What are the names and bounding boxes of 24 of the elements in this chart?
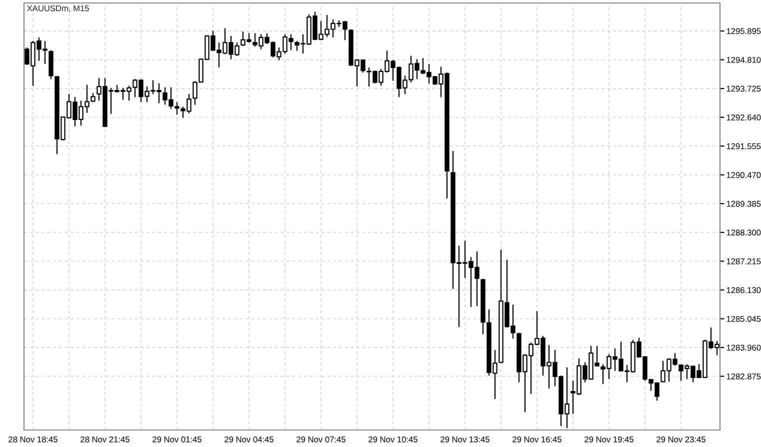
y-tick-label: 1290.470: [726, 172, 761, 178]
y-tick-label: 1292.640: [726, 114, 761, 120]
y-tick-label: 1288.300: [726, 230, 761, 236]
y-tick-label: 1286.130: [726, 287, 761, 294]
x-tick-label: 28 Nov 21:45: [80, 436, 130, 442]
y-tick-label: 1295.895: [726, 28, 761, 34]
x-tick-label: 29 Nov 13:45: [440, 436, 490, 442]
x-tick-label: 29 Nov 04:45: [224, 436, 274, 442]
y-tick-label: 1287.215: [726, 258, 761, 264]
y-tick-label: 1285.045: [726, 316, 761, 322]
x-tick-label: 29 Nov 23:45: [656, 436, 706, 442]
y-tick-label: 1283.960: [726, 344, 761, 351]
y-tick-label: 1294.810: [726, 56, 761, 63]
x-tick-label: 29 Nov 07:45: [296, 436, 346, 442]
y-tick-label: 1291.555: [726, 143, 761, 150]
x-tick-label: 29 Nov 01:45: [152, 436, 202, 442]
y-tick-label: 1289.385: [726, 200, 761, 207]
y-tick-label: 1282.875: [726, 373, 761, 380]
y-tick-label: 1293.725: [726, 86, 761, 92]
x-tick-label: 29 Nov 16:45: [512, 436, 562, 442]
x-tick-label: 29 Nov 19:45: [584, 436, 634, 442]
x-tick-label: 29 Nov 10:45: [368, 436, 418, 442]
chart-title: XAUUSDm, M15: [26, 5, 89, 12]
x-tick-label: 28 Nov 18:45: [8, 436, 58, 442]
